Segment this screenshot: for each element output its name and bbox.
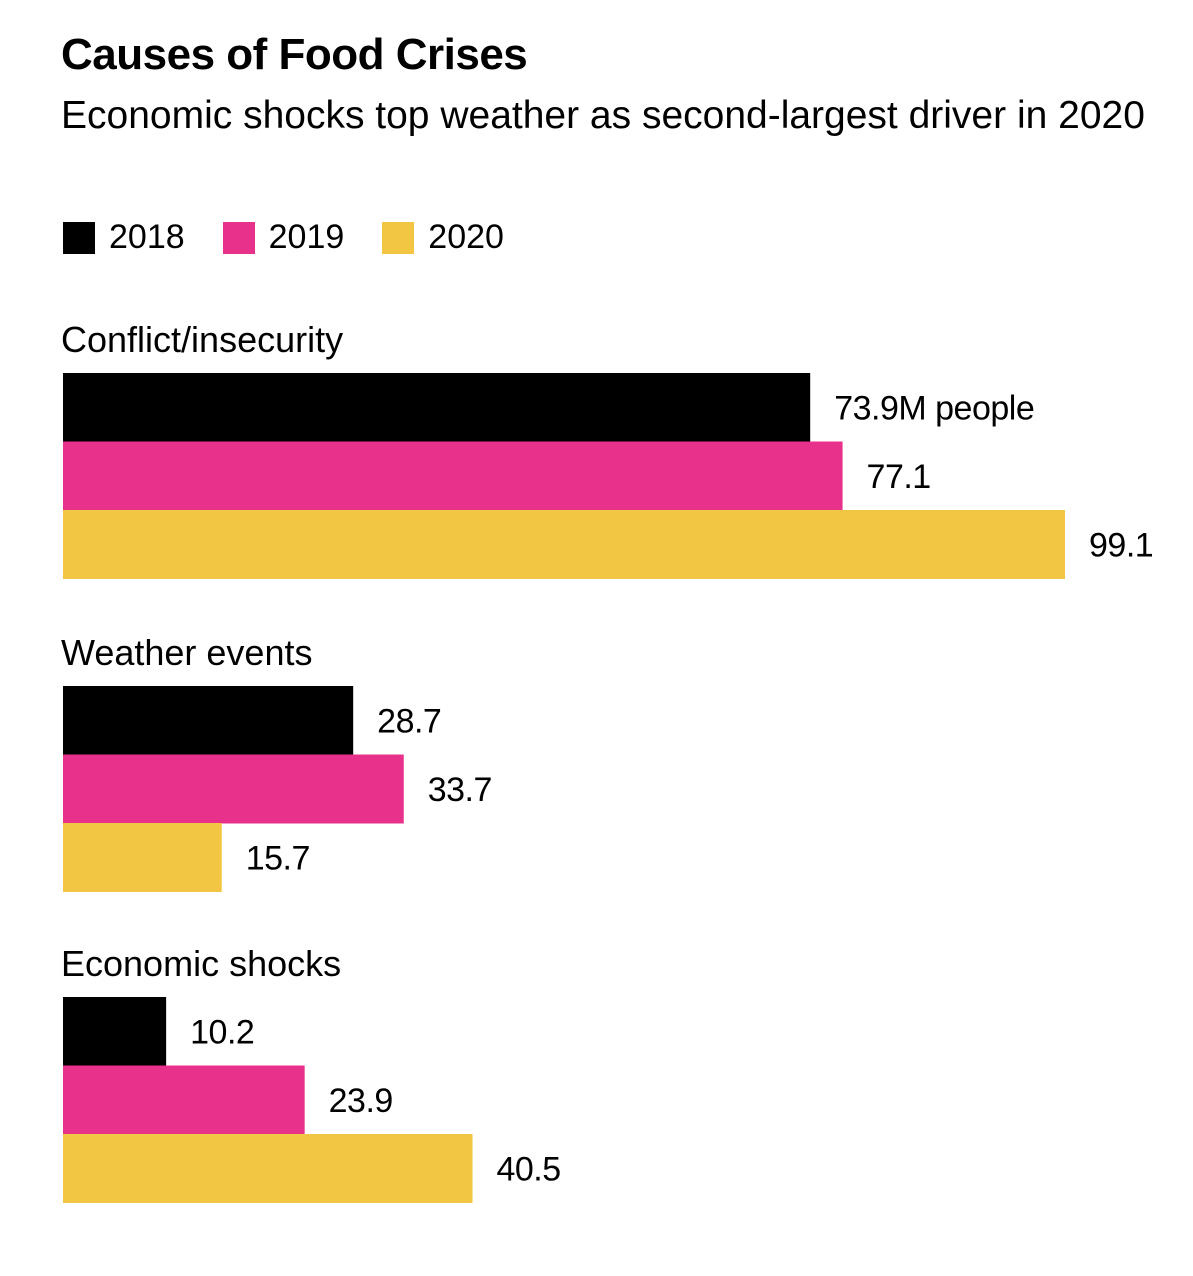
bar-economic-shocks-2019 <box>63 1065 305 1135</box>
legend: 2018 2019 2020 <box>63 218 542 257</box>
legend-label-2019: 2019 <box>268 218 345 256</box>
bar-weather-events-2018 <box>63 686 354 755</box>
bar-economic-shocks-2018 <box>63 997 167 1066</box>
value-label-weather-events-2020: 15.7 <box>246 839 310 877</box>
chart-title: Causes of Food Crises <box>61 30 528 79</box>
bar-conflict-insecurity-2018 <box>63 373 811 442</box>
value-label-weather-events-2019: 33.7 <box>428 771 492 809</box>
value-label-economic-shocks-2018: 10.2 <box>190 1013 254 1051</box>
bar-weather-events-2019 <box>63 754 404 824</box>
bar-economic-shocks-2020 <box>63 1134 473 1203</box>
value-label-economic-shocks-2019: 23.9 <box>329 1082 393 1120</box>
bar-conflict-insecurity-2020 <box>63 510 1065 579</box>
bar-weather-events-2020 <box>63 823 222 892</box>
legend-item-2020: 2020 <box>382 218 504 257</box>
value-label-weather-events-2018: 28.7 <box>377 702 441 740</box>
bar-conflict-insecurity-2019 <box>63 441 843 511</box>
value-label-economic-shocks-2020: 40.5 <box>496 1150 560 1188</box>
category-label-weather-events: Weather events <box>61 632 312 673</box>
value-label-conflict-insecurity-2018: 73.9M people <box>834 389 1034 427</box>
legend-swatch-2019 <box>222 221 255 254</box>
legend-label-2018: 2018 <box>109 218 185 256</box>
category-label-economic-shocks: Economic shocks <box>61 943 341 984</box>
legend-label-2020: 2020 <box>428 218 504 256</box>
chart-subtitle: Economic shocks top weather as second-la… <box>61 94 1145 137</box>
legend-swatch-2020 <box>382 221 415 254</box>
value-label-conflict-insecurity-2019: 77.1 <box>867 458 931 496</box>
legend-swatch-2018 <box>63 221 95 254</box>
category-label-conflict-insecurity: Conflict/insecurity <box>61 319 343 360</box>
value-label-conflict-insecurity-2020: 99.1 <box>1089 526 1153 564</box>
legend-item-2018: 2018 <box>63 218 185 257</box>
legend-item-2019: 2019 <box>222 218 345 257</box>
